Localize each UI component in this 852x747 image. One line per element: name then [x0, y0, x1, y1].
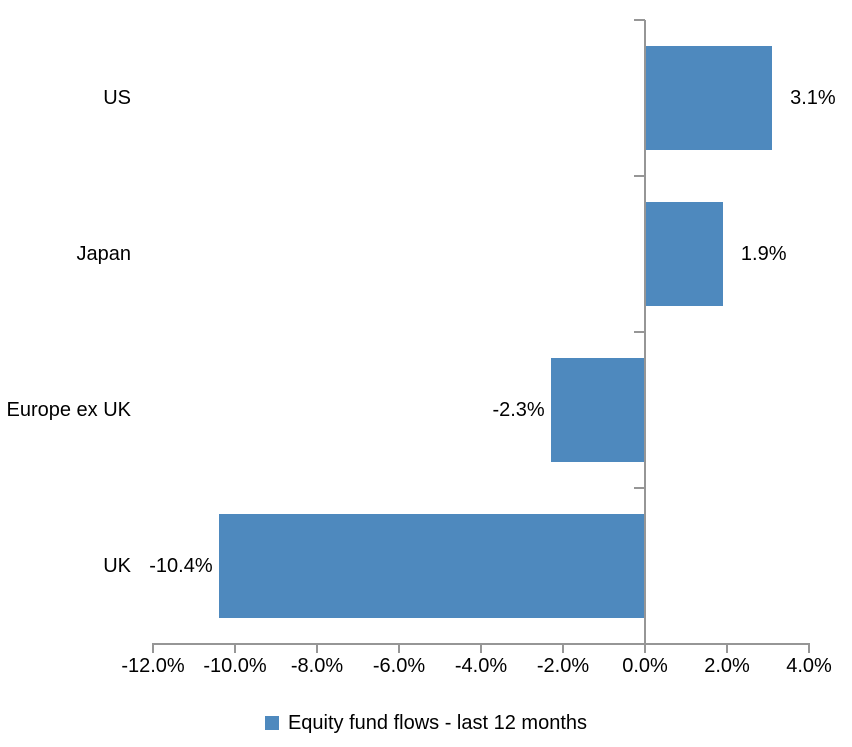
x-axis-tick-label: -2.0% — [536, 655, 590, 677]
x-axis-tick-label: 0.0% — [622, 655, 668, 677]
x-axis-tick — [726, 644, 728, 653]
category-label-us: US — [103, 86, 131, 109]
legend-swatch-icon — [264, 716, 279, 730]
x-axis-tick — [644, 644, 646, 653]
bar-uk — [218, 514, 645, 618]
category-boundary-tick — [634, 19, 645, 21]
legend-label: Equity fund flows - last 12 months — [287, 711, 588, 734]
zero-axis-line — [644, 20, 646, 644]
x-axis-tick — [562, 644, 564, 653]
data-label-europe-ex-uk: -2.3% — [492, 398, 545, 421]
bar-japan — [645, 202, 723, 306]
category-label-uk: UK — [103, 554, 131, 577]
x-axis-tick — [480, 644, 482, 653]
x-axis-tick-label: 2.0% — [704, 655, 750, 677]
bar-us — [645, 46, 773, 150]
category-boundary-tick — [634, 487, 645, 489]
x-axis-tick-label: -8.0% — [290, 655, 344, 677]
x-axis-tick-label: -12.0% — [121, 655, 185, 677]
data-label-us: 3.1% — [790, 86, 836, 109]
x-axis-tick — [316, 644, 318, 653]
x-axis-tick — [398, 644, 400, 653]
category-label-europe-ex-uk: Europe ex UK — [6, 398, 131, 421]
x-axis-tick — [152, 644, 154, 653]
x-axis-tick-label: -4.0% — [454, 655, 508, 677]
data-label-uk: -10.4% — [149, 554, 213, 577]
x-axis-tick — [234, 644, 236, 653]
x-axis-tick-label: 4.0% — [786, 655, 832, 677]
bar-europe-ex-uk — [550, 358, 645, 462]
x-axis-tick-label: -10.0% — [203, 655, 267, 677]
data-label-japan: 1.9% — [740, 242, 787, 265]
x-axis-tick — [808, 644, 810, 653]
category-boundary-tick — [634, 331, 645, 333]
legend: Equity fund flows - last 12 months — [0, 708, 852, 738]
category-label-japan: Japan — [76, 242, 132, 265]
category-boundary-tick — [634, 175, 645, 177]
x-axis-tick-label: -6.0% — [372, 655, 426, 677]
